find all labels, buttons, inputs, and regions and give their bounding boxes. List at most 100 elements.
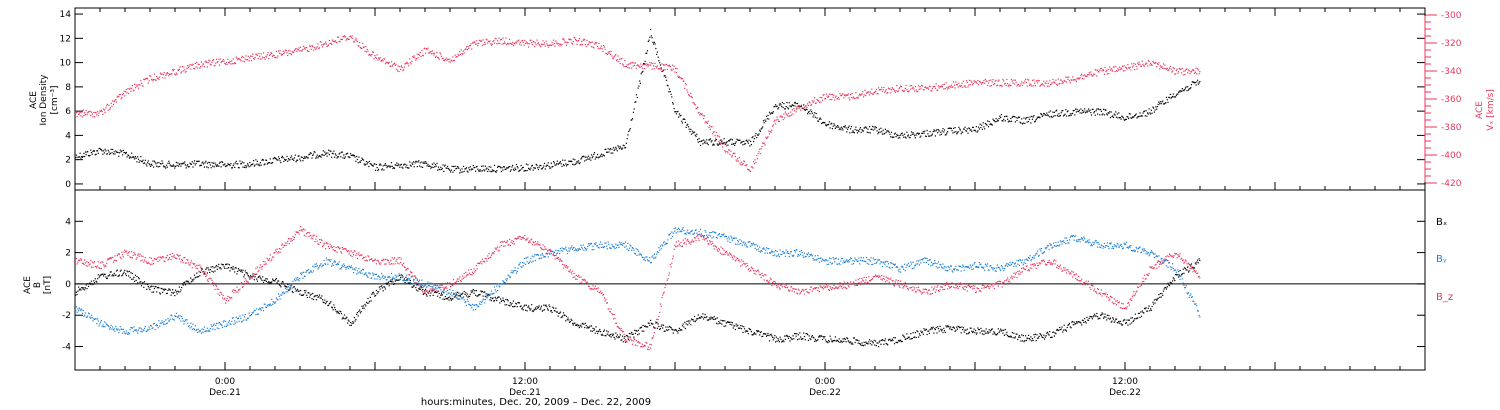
by-point: [240, 321, 243, 323]
bx-point: [661, 324, 663, 326]
ion-density-point: [924, 130, 926, 132]
by-point: [203, 328, 205, 331]
bx-point: [910, 338, 913, 340]
vx-point: [903, 90, 906, 92]
ion-density-point: [678, 113, 680, 115]
ion-density-point: [1143, 111, 1145, 113]
vx-point: [1040, 84, 1043, 86]
ion-density-point: [178, 165, 180, 167]
vx-point: [114, 100, 116, 102]
vx-point: [442, 57, 444, 59]
ion-density-point: [1125, 118, 1127, 120]
ion-density-point: [768, 111, 771, 113]
by-point: [228, 321, 230, 323]
bx-point: [1081, 324, 1083, 326]
ion-density-point: [821, 122, 823, 125]
vx-point: [433, 54, 435, 56]
vx-point: [933, 86, 935, 88]
bx-point: [1039, 333, 1041, 335]
vx-point: [1020, 83, 1022, 85]
ion-density-point: [1179, 91, 1181, 93]
bx-point: [753, 332, 755, 334]
vx-point: [487, 42, 489, 44]
bx-point: [616, 334, 618, 336]
ion-density-point: [798, 105, 800, 107]
ion-density-point: [811, 112, 813, 114]
bx-point: [647, 326, 649, 328]
bx-point: [493, 300, 495, 302]
bx-point: [787, 337, 790, 339]
vx-point: [793, 108, 795, 110]
vx-point: [558, 45, 560, 47]
vx-point: [784, 111, 786, 113]
bx-point: [996, 333, 998, 336]
vx-point: [554, 45, 556, 47]
vx-point: [890, 89, 893, 91]
ion-density-point: [1068, 115, 1071, 117]
ion-density-point: [152, 160, 154, 162]
vx-point: [867, 92, 869, 94]
by-point: [106, 324, 108, 326]
vx-point: [1153, 61, 1155, 63]
vx-point: [528, 46, 530, 48]
bx-point: [464, 293, 466, 295]
ion-density-point: [630, 119, 632, 121]
by-point: [275, 301, 277, 303]
vx-point: [1132, 65, 1134, 67]
bx-point: [672, 329, 674, 331]
bx-point: [461, 293, 463, 295]
vx-point: [306, 50, 308, 52]
by-point: [198, 331, 200, 333]
vx-point: [281, 54, 283, 56]
bx-point: [410, 283, 412, 285]
ion-density-point: [1137, 116, 1139, 118]
vx-point: [1121, 68, 1123, 70]
bx-point: [393, 283, 396, 285]
bx-point: [887, 344, 889, 346]
ion-density-point: [1007, 121, 1009, 123]
ion-density-point: [883, 133, 885, 135]
bx-point: [240, 270, 242, 273]
bx-point: [78, 289, 80, 291]
bx-point: [572, 322, 574, 325]
vx-point: [987, 82, 990, 84]
ion-density-point: [937, 129, 940, 131]
bx-point: [404, 282, 406, 284]
vx-point: [603, 46, 605, 48]
ion-density-point: [239, 160, 241, 162]
vx-point: [323, 43, 325, 45]
bx-point: [400, 276, 402, 279]
bx-point: [206, 267, 208, 269]
ion-density-point: [571, 160, 573, 163]
vx-point: [386, 62, 388, 64]
vx-point: [565, 44, 568, 46]
bx-point: [577, 325, 579, 327]
ion-density-point: [425, 162, 427, 164]
ion-density-point: [1142, 112, 1144, 114]
vx-point: [95, 112, 97, 114]
vx-point: [749, 170, 751, 172]
bx-point: [642, 324, 644, 327]
by-point: [193, 328, 195, 330]
bx-point: [686, 320, 688, 322]
ion-density-point: [948, 127, 950, 129]
vx-point: [118, 96, 120, 98]
bx-point: [507, 300, 509, 302]
bx-point: [318, 294, 321, 296]
vx-point: [948, 87, 950, 89]
vx-point: [300, 46, 302, 48]
vx-point: [805, 105, 807, 107]
ion-density-point: [1106, 114, 1108, 116]
vx-point: [93, 111, 95, 114]
vx-point: [503, 41, 505, 43]
bx-point: [576, 323, 578, 325]
bx-point: [331, 306, 333, 308]
ion-density-point: [701, 140, 703, 142]
bx-point: [309, 296, 311, 298]
by-point: [145, 330, 147, 332]
bx-point: [468, 295, 470, 297]
top-right-label-ace: ACE: [1475, 101, 1485, 119]
bx-point: [1143, 312, 1145, 314]
ion-density-point: [420, 166, 422, 168]
bx-point: [952, 326, 954, 329]
